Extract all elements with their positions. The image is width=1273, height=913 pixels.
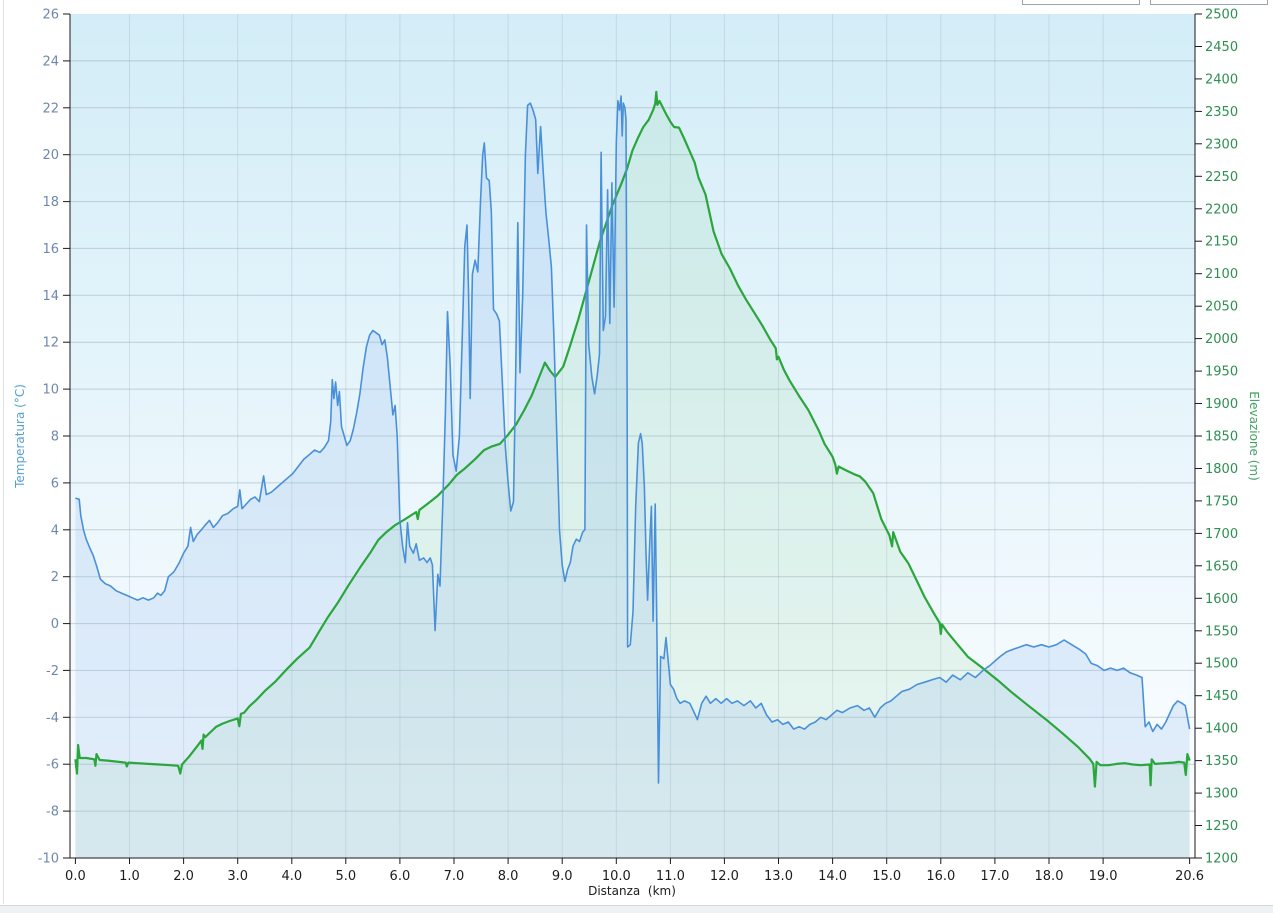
svg-text:2200: 2200 — [1205, 202, 1238, 217]
y-right-tick-labels: 1200 1250 1300 1350 1400 1450 1500 1550 1600 1650… — [1205, 8, 1238, 867]
svg-text:18: 18 — [42, 195, 59, 210]
y-right-ticks — [1195, 13, 1202, 859]
svg-text:2100: 2100 — [1205, 267, 1238, 282]
svg-text:9.0: 9.0 — [552, 869, 573, 884]
bottom-panel-edge — [0, 905, 1273, 913]
temperatura-area — [75, 96, 1190, 859]
svg-text:14.0: 14.0 — [818, 869, 847, 884]
svg-text:1250: 1250 — [1205, 819, 1238, 834]
svg-text:7.0: 7.0 — [444, 869, 465, 884]
svg-text:1550: 1550 — [1205, 624, 1238, 639]
svg-text:2050: 2050 — [1205, 300, 1238, 315]
svg-text:2: 2 — [51, 570, 59, 585]
svg-text:13.0: 13.0 — [764, 869, 793, 884]
svg-text:1.0: 1.0 — [119, 869, 140, 884]
svg-text:-4: -4 — [46, 711, 59, 726]
svg-text:1900: 1900 — [1205, 397, 1238, 412]
y-axis-left-title: Temperatura (°C) — [13, 384, 27, 488]
svg-text:20.6: 20.6 — [1175, 869, 1204, 884]
svg-text:1650: 1650 — [1205, 559, 1238, 574]
svg-text:1600: 1600 — [1205, 592, 1238, 607]
svg-text:18.0: 18.0 — [1035, 869, 1064, 884]
svg-text:2350: 2350 — [1205, 105, 1238, 120]
svg-text:8: 8 — [51, 430, 59, 445]
toolbar-control-left[interactable] — [1022, 0, 1140, 5]
svg-text:1800: 1800 — [1205, 462, 1238, 477]
x-axis-title: Distanza (km) — [588, 884, 676, 898]
svg-text:2500: 2500 — [1205, 8, 1238, 23]
panel-left-border — [3, 0, 4, 904]
svg-text:0: 0 — [51, 617, 59, 632]
svg-text:1200: 1200 — [1205, 852, 1238, 867]
svg-text:26: 26 — [42, 8, 59, 23]
svg-text:-8: -8 — [46, 805, 59, 820]
svg-text:14: 14 — [42, 289, 59, 304]
svg-text:24: 24 — [42, 54, 59, 69]
svg-text:2000: 2000 — [1205, 332, 1238, 347]
svg-text:5.0: 5.0 — [335, 869, 356, 884]
horizontal-gridlines — [70, 60, 1195, 812]
svg-text:22: 22 — [42, 101, 59, 116]
svg-text:-6: -6 — [46, 758, 59, 773]
x-ticks — [74, 858, 1191, 864]
svg-text:15.0: 15.0 — [872, 869, 901, 884]
svg-text:1450: 1450 — [1205, 689, 1238, 704]
svg-text:2300: 2300 — [1205, 137, 1238, 152]
svg-text:1700: 1700 — [1205, 527, 1238, 542]
svg-text:10.0: 10.0 — [602, 869, 631, 884]
svg-text:17.0: 17.0 — [980, 869, 1009, 884]
plot-background — [70, 14, 1195, 858]
svg-text:-10: -10 — [38, 852, 59, 867]
svg-text:-2: -2 — [46, 664, 59, 679]
svg-text:16.0: 16.0 — [926, 869, 955, 884]
svg-text:12.0: 12.0 — [710, 869, 739, 884]
svg-text:4: 4 — [51, 523, 59, 538]
svg-text:6: 6 — [51, 476, 59, 491]
svg-text:1300: 1300 — [1205, 787, 1238, 802]
svg-text:1400: 1400 — [1205, 722, 1238, 737]
svg-text:16: 16 — [42, 242, 59, 257]
svg-text:1950: 1950 — [1205, 365, 1238, 380]
svg-text:1850: 1850 — [1205, 430, 1238, 445]
svg-text:2400: 2400 — [1205, 72, 1238, 87]
temperatura-line — [75, 95, 1191, 784]
elevazione-area — [75, 91, 1190, 858]
svg-text:1750: 1750 — [1205, 494, 1238, 509]
svg-text:10: 10 — [42, 383, 59, 398]
svg-text:2450: 2450 — [1205, 40, 1238, 55]
svg-text:3.0: 3.0 — [227, 869, 248, 884]
svg-text:1350: 1350 — [1205, 754, 1238, 769]
toolbar-control-right[interactable] — [1150, 0, 1268, 5]
svg-text:0.0: 0.0 — [65, 869, 86, 884]
svg-text:2150: 2150 — [1205, 235, 1238, 250]
x-tick-labels: 0.0 1.0 2.0 3.0 4.0 5.0 6.0 7.0 8.0 9.0 10.0 11.0 12… — [65, 869, 1204, 884]
y-left-ticks — [63, 13, 70, 859]
svg-text:1500: 1500 — [1205, 657, 1238, 672]
y-axis-right-title: Elevazione (m) — [1247, 391, 1261, 481]
svg-text:11.0: 11.0 — [656, 869, 685, 884]
svg-text:12: 12 — [42, 336, 59, 351]
svg-text:20: 20 — [42, 148, 59, 163]
svg-text:6.0: 6.0 — [390, 869, 411, 884]
svg-text:8.0: 8.0 — [498, 869, 519, 884]
svg-text:2250: 2250 — [1205, 170, 1238, 185]
svg-text:2.0: 2.0 — [173, 869, 194, 884]
svg-text:4.0: 4.0 — [281, 869, 302, 884]
elevazione-line — [74, 90, 1191, 788]
svg-text:19.0: 19.0 — [1089, 869, 1118, 884]
